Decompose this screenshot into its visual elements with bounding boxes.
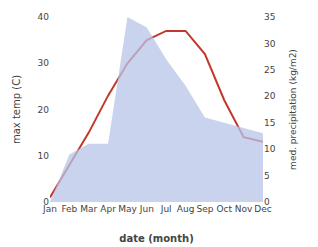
svg-text:35: 35 bbox=[264, 12, 275, 22]
svg-text:40: 40 bbox=[38, 12, 50, 22]
svg-text:20: 20 bbox=[38, 105, 50, 115]
svg-text:30: 30 bbox=[38, 58, 50, 68]
svg-text:Aug: Aug bbox=[177, 204, 195, 214]
svg-text:10: 10 bbox=[264, 144, 276, 154]
svg-text:Jul: Jul bbox=[160, 204, 172, 214]
svg-text:30: 30 bbox=[264, 39, 276, 49]
svg-text:Dec: Dec bbox=[254, 204, 271, 214]
svg-text:Nov: Nov bbox=[235, 204, 253, 214]
svg-text:Feb: Feb bbox=[61, 204, 77, 214]
svg-text:med. precipitation (kg/m2): med. precipitation (kg/m2) bbox=[288, 49, 298, 170]
svg-text:Sep: Sep bbox=[196, 204, 213, 214]
svg-text:max temp (C): max temp (C) bbox=[11, 75, 22, 144]
svg-text:Oct: Oct bbox=[216, 204, 232, 214]
svg-text:Apr: Apr bbox=[100, 204, 116, 214]
svg-text:25: 25 bbox=[264, 65, 275, 75]
svg-text:May: May bbox=[118, 204, 137, 214]
svg-text:0: 0 bbox=[264, 197, 270, 207]
svg-text:Jan: Jan bbox=[42, 204, 57, 214]
svg-text:10: 10 bbox=[38, 151, 50, 161]
svg-text:15: 15 bbox=[264, 118, 275, 128]
svg-text:Mar: Mar bbox=[80, 204, 97, 214]
svg-text:0: 0 bbox=[43, 197, 49, 207]
svg-text:date (month): date (month) bbox=[119, 233, 193, 244]
svg-text:20: 20 bbox=[264, 91, 276, 101]
svg-text:5: 5 bbox=[264, 171, 270, 181]
svg-text:Jun: Jun bbox=[139, 204, 154, 214]
